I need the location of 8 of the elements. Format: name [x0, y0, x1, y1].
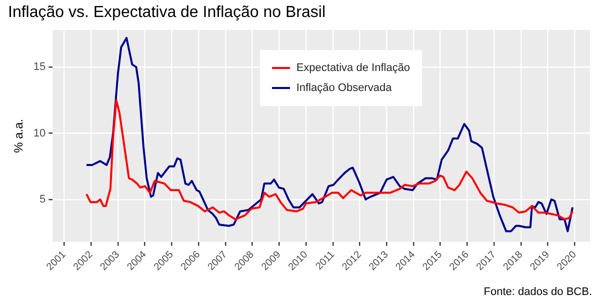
y-tick-label: 5 — [40, 193, 46, 206]
y-tick-label: 15 — [33, 61, 46, 74]
chart-title: Inflação vs. Expectativa de Inflação no Brasil — [8, 4, 326, 22]
y-tick-label: 10 — [33, 127, 46, 140]
legend-label: Expectativa de Inflação — [296, 62, 410, 74]
legend-label: Inflação Observada — [296, 82, 392, 94]
source-note: Fonte: dados do BCB. — [484, 286, 592, 298]
y-axis-title: % a.a. — [12, 118, 26, 153]
